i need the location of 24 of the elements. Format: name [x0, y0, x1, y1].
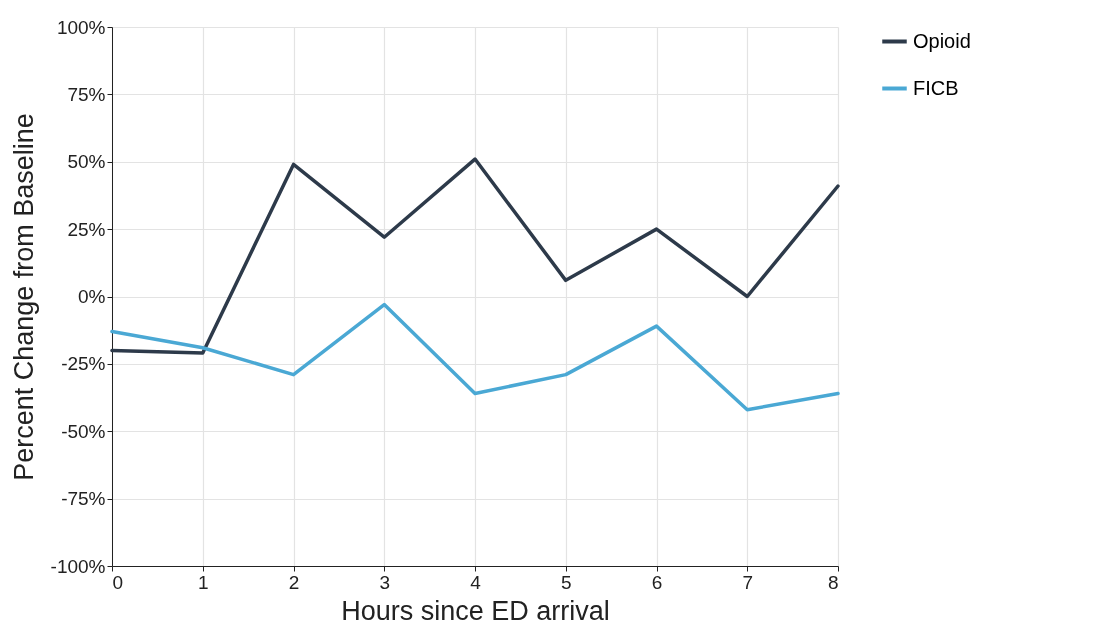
x-tick-label: 3	[379, 571, 391, 593]
x-tick-label: 2	[288, 571, 300, 593]
y-tick-label: 75%	[67, 83, 106, 105]
y-axis-title: Percent Change from Baseline	[8, 113, 39, 481]
y-tick-label: -75%	[61, 488, 106, 510]
x-tick-label: 1	[197, 571, 209, 593]
x-tick-label: 8	[827, 571, 839, 593]
y-tick-label: 100%	[56, 16, 106, 38]
legend-label: FICB	[913, 76, 959, 99]
y-tick-label: -50%	[61, 420, 106, 442]
y-tick-label: 50%	[67, 151, 106, 173]
y-tick-label: 25%	[67, 218, 106, 240]
x-tick-label: 4	[470, 571, 482, 593]
line-series	[110, 157, 840, 355]
x-tick-label: 5	[560, 571, 572, 593]
y-tick-label: 0%	[78, 286, 106, 307]
y-tick-label: -25%	[61, 353, 106, 375]
y-tick-label: -100%	[50, 555, 106, 577]
x-axis-title: Hours since ED arrival	[341, 595, 610, 626]
x-tick-label: 6	[651, 571, 663, 593]
x-tick-label: 0	[112, 571, 124, 593]
x-tick-label: 7	[742, 571, 754, 593]
line-series	[110, 302, 840, 412]
legend-label: Opioid	[913, 29, 971, 52]
